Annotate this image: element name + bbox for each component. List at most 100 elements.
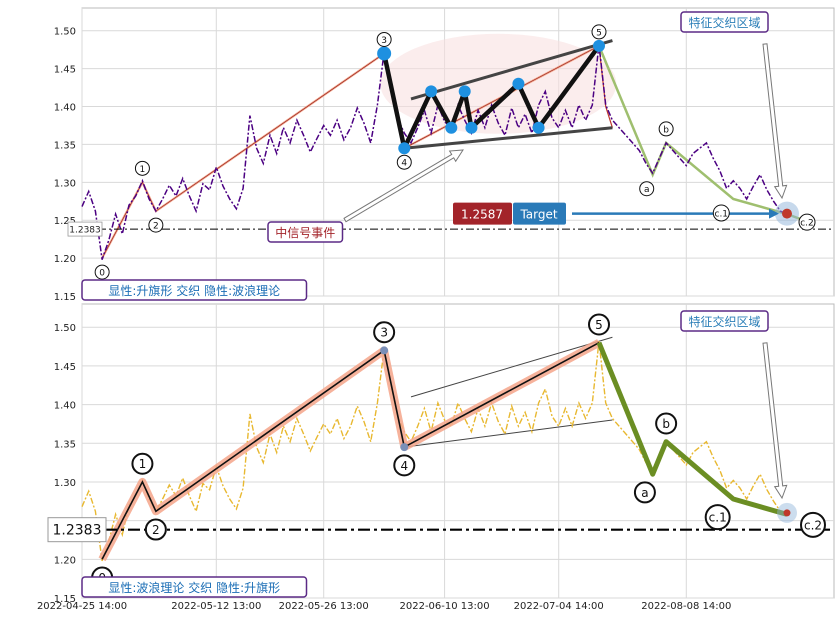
wave-label-text: b	[662, 417, 670, 431]
y-tick-label: 1.50	[54, 323, 76, 334]
wave-point-marker	[400, 443, 409, 452]
wave-label-text: c.2	[800, 219, 814, 229]
wave-label-2: 2	[144, 518, 167, 541]
wave-label-text: 1	[140, 165, 146, 175]
wave-label-circle	[373, 321, 396, 344]
y-tick-label: 1.30	[54, 178, 76, 189]
pattern-point-marker	[512, 77, 525, 90]
target-label: Target	[519, 208, 557, 222]
y-tick-label: 1.25	[54, 216, 76, 227]
pattern-legend-text: 显性:波浪理论 交织 隐性:升旗形	[108, 580, 280, 595]
zone-annotation-arrow	[762, 43, 788, 200]
impulse-wave-line	[101, 349, 406, 560]
wave-label-text: b	[663, 125, 669, 135]
pattern-legend-box	[81, 576, 308, 598]
y-tick-label: 1.30	[54, 478, 76, 489]
wave-label-4: 4	[396, 154, 412, 170]
wave-label-circle	[393, 454, 416, 477]
wave-label-circle	[798, 213, 816, 231]
zone-annotation-box	[680, 11, 769, 33]
wave-label-2: 2	[148, 217, 164, 233]
wave-label-text: a	[644, 185, 650, 195]
wave-label-text: 2	[152, 523, 160, 537]
price-series-line	[81, 44, 788, 260]
y-tick-label: 1.20	[54, 555, 76, 566]
x-tick-label: 2022-08-08 14:00	[641, 601, 731, 612]
y-tick-label: 1.15	[54, 292, 76, 303]
pattern-point-marker	[445, 121, 458, 134]
reference-label-box	[47, 517, 107, 543]
wave-label-3: 3	[376, 31, 392, 47]
wave-label-c-2: c.2	[798, 213, 816, 231]
wave-label-5: 5	[591, 24, 607, 40]
y-tick-label: 1.20	[54, 254, 76, 265]
y-tick-label: 1.45	[54, 65, 76, 76]
pattern-point-marker	[465, 121, 478, 134]
zone-annotation: 特征交织区域	[680, 11, 769, 33]
reference-label-box	[67, 221, 103, 237]
wave-label-circle	[712, 204, 730, 222]
event-annotation-arrow	[343, 149, 464, 223]
wave-label-text: 3	[381, 36, 387, 46]
wave-label-circle	[144, 518, 167, 541]
target-marker	[782, 208, 792, 219]
x-tick-label: 2022-05-12 13:00	[171, 601, 261, 612]
wave-label-a: a	[639, 181, 655, 197]
y-tick-label: 1.40	[54, 401, 76, 412]
wave-label-text: c.1	[709, 511, 727, 525]
zone-annotation-box	[680, 310, 769, 332]
x-tick-label: 2022-05-26 13:00	[279, 601, 369, 612]
target-value-box	[453, 202, 512, 225]
y-tick-label: 1.40	[54, 103, 76, 114]
pattern-legend-box	[81, 279, 308, 301]
y-tick-label: 1.15	[54, 594, 76, 605]
x-tick-label: 2022-06-10 13:00	[400, 601, 490, 612]
pattern-point-marker	[377, 46, 392, 61]
wave-label-text: 1	[139, 457, 147, 471]
wave-label-text: 5	[595, 318, 603, 332]
reference-label: 1.2383	[53, 523, 102, 539]
wave-label-circle	[800, 511, 826, 538]
target-marker	[783, 509, 791, 517]
wave-label-b: b	[658, 121, 674, 137]
y-tick-label: 1.45	[54, 362, 76, 373]
wave-label-4: 4	[393, 454, 416, 477]
wave-label-text: 2	[153, 222, 159, 232]
wave-label-1: 1	[131, 452, 154, 475]
pattern-point-marker	[425, 85, 438, 98]
wave-label-1: 1	[134, 160, 150, 176]
wave-label-circle	[94, 264, 110, 280]
wave-label-0: 0	[94, 264, 110, 280]
target-arrow-head	[769, 208, 779, 219]
flag-channel-lower	[404, 126, 613, 150]
wave-label-circle	[639, 181, 655, 197]
x-tick-label: 2022-07-04 14:00	[514, 601, 604, 612]
wave-label-circle	[396, 154, 412, 170]
zone-annotation: 特征交织区域	[680, 310, 769, 332]
channel-upper	[410, 336, 613, 398]
wave-label-text: a	[641, 486, 648, 500]
wave-label-text: 3	[380, 326, 388, 340]
zone-annotation-text: 特征交织区域	[688, 15, 760, 30]
wave-label-3: 3	[373, 321, 396, 344]
y-tick-label: 1.35	[54, 140, 76, 151]
target-label-box	[513, 202, 566, 225]
wave-label-circle	[134, 160, 150, 176]
bottom-panel: 1.501.451.401.351.301.251.201.151.238301…	[47, 303, 835, 605]
zone-annotation-arrow	[762, 342, 788, 500]
pattern-point-marker	[398, 142, 411, 155]
pattern-legend-text: 显性:升旗形 交织 隐性:波浪理论	[108, 283, 280, 298]
pattern-point-marker	[532, 121, 545, 134]
wave-label-circle	[704, 504, 731, 531]
wave-label-text: c.1	[715, 209, 729, 219]
wave-label-text: c.2	[804, 518, 822, 532]
x-axis: 2022-04-25 14:00 2022-05-12 13:00 2022-05-…	[37, 601, 731, 612]
pattern-legend: 显性:升旗形 交织 隐性:波浪理论	[81, 279, 308, 301]
wave-point-marker	[380, 346, 389, 355]
y-tick-label: 1.35	[54, 439, 76, 450]
x-tick-label: 2022-04-25 14:00	[37, 601, 127, 612]
plot-frame	[81, 303, 835, 599]
impulse-wave-core	[101, 53, 385, 259]
wave-label-circle	[148, 217, 164, 233]
